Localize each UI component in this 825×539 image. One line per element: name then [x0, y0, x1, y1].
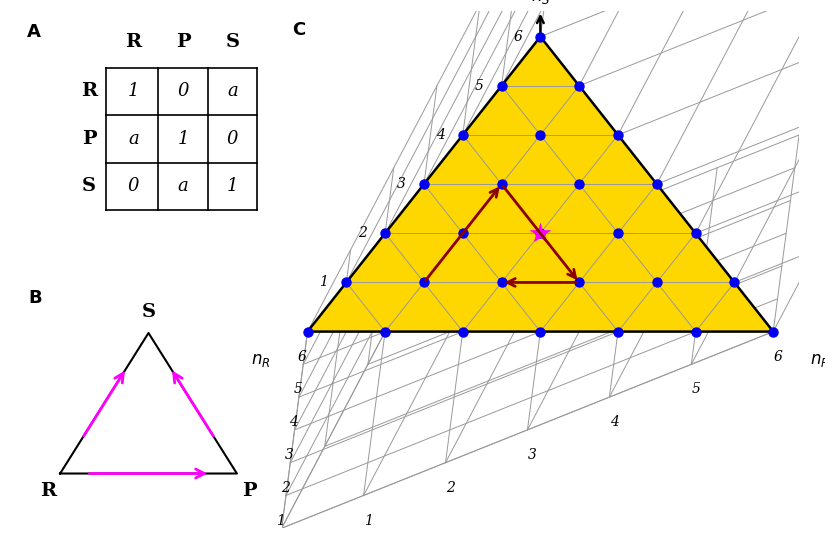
Text: 6: 6 — [774, 350, 783, 364]
Text: P: P — [176, 33, 191, 51]
Text: 1: 1 — [177, 130, 189, 148]
Text: S: S — [226, 33, 239, 51]
Text: 1: 1 — [319, 275, 328, 289]
Text: $n_S$: $n_S$ — [530, 0, 550, 5]
Text: R: R — [125, 33, 142, 51]
Text: 5: 5 — [692, 383, 701, 397]
Text: 1: 1 — [227, 177, 238, 195]
Text: 4: 4 — [436, 128, 445, 142]
Text: 6: 6 — [298, 350, 307, 364]
Text: 2: 2 — [446, 481, 455, 495]
Text: a: a — [227, 82, 238, 100]
Text: 4: 4 — [290, 415, 298, 429]
Text: $n_R$: $n_R$ — [251, 353, 271, 369]
Text: 3: 3 — [397, 177, 406, 191]
Text: 3: 3 — [285, 448, 294, 462]
Text: 1: 1 — [365, 514, 373, 528]
Text: 2: 2 — [358, 226, 367, 240]
Text: R: R — [81, 82, 97, 100]
Text: 6: 6 — [513, 30, 522, 44]
Text: P: P — [82, 130, 97, 148]
Text: B: B — [28, 289, 42, 307]
Text: a: a — [128, 130, 139, 148]
Text: P: P — [242, 482, 257, 500]
Text: $n_P$: $n_P$ — [810, 353, 825, 369]
Text: 0: 0 — [128, 177, 139, 195]
Text: C: C — [292, 21, 305, 39]
Text: 0: 0 — [177, 82, 189, 100]
Text: 5: 5 — [474, 79, 483, 93]
Text: 2: 2 — [280, 481, 290, 495]
Text: 1: 1 — [276, 514, 285, 528]
Text: 0: 0 — [227, 130, 238, 148]
Text: 5: 5 — [294, 383, 303, 397]
Text: 1: 1 — [128, 82, 139, 100]
Text: a: a — [177, 177, 189, 195]
Text: S: S — [142, 303, 155, 321]
Text: S: S — [82, 177, 96, 195]
Text: 3: 3 — [528, 448, 537, 462]
Polygon shape — [308, 37, 773, 331]
Text: 4: 4 — [610, 415, 619, 429]
Text: A: A — [27, 23, 41, 40]
Text: R: R — [40, 482, 56, 500]
